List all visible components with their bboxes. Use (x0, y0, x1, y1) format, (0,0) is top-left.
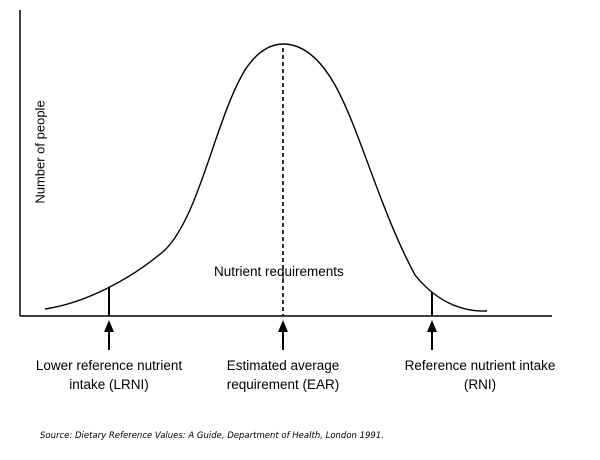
lrni-label-line1: Lower reference nutrient (35, 358, 183, 373)
y-axis-label: Number of people (32, 100, 48, 204)
lrni-label-line2: intake (LRNI) (69, 377, 149, 392)
ear-label: Estimated average requirement (EAR) (212, 356, 354, 394)
ear-label-line2: requirement (EAR) (226, 377, 340, 392)
normal-distribution-curve (44, 43, 488, 312)
rni-label: Reference nutrient intake (RNI) (388, 356, 572, 394)
rni-label-line2: (RNI) (463, 377, 497, 392)
source-citation: Source: Dietary Reference Values: A Guid… (40, 431, 384, 441)
curve-label: Nutrient requirements (214, 264, 344, 279)
rni-label-line1: Reference nutrient intake (404, 358, 556, 373)
lrni-label: Lower reference nutrient intake (LRNI) (20, 356, 198, 394)
ear-label-line1: Estimated average (226, 358, 340, 373)
ear-arrow (278, 320, 288, 350)
lrni-arrow (104, 320, 114, 350)
rni-arrow (427, 320, 437, 350)
